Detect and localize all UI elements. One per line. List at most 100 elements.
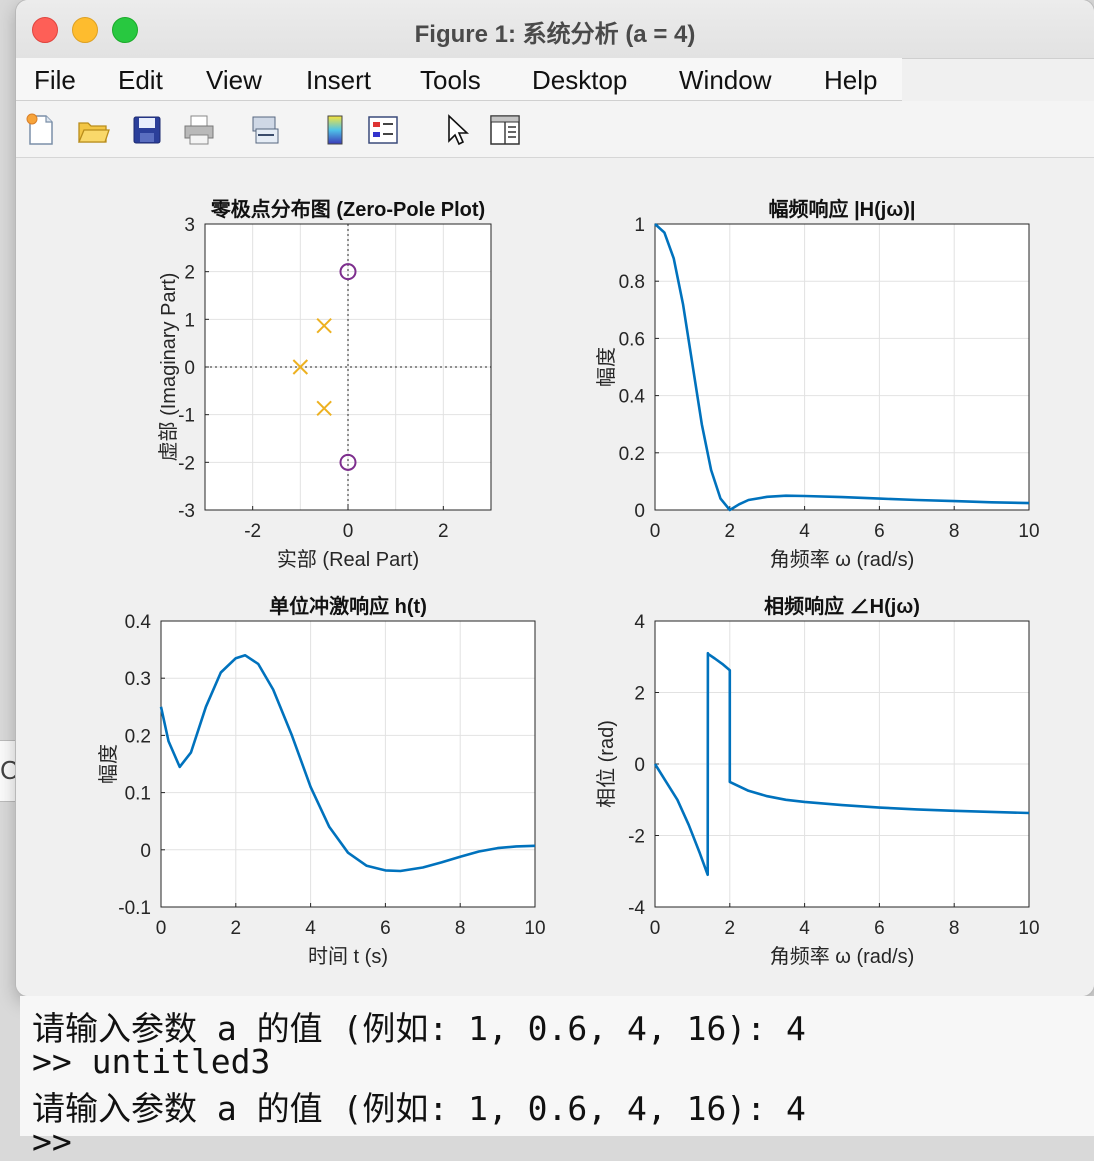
y-tick-label: 0.2 — [619, 444, 645, 465]
minimize-button[interactable] — [72, 17, 98, 43]
y-tick-label: -3 — [178, 501, 195, 522]
x-tick-label: 2 — [725, 918, 736, 939]
y-tick-label: 0 — [140, 841, 151, 862]
x-tick-label: 6 — [874, 918, 885, 939]
zoom-button[interactable] — [112, 17, 138, 43]
menu-edit[interactable]: Edit — [118, 65, 163, 95]
axes-title: 单位冲激响应 h(t) — [269, 594, 427, 618]
y-axis-label: 相位 (rad) — [595, 720, 618, 808]
y-tick-label: 0.3 — [125, 669, 151, 690]
axes-frame — [654, 223, 1030, 511]
pole-marker — [316, 400, 332, 416]
y-axis-label: 幅度 — [97, 744, 120, 784]
x-tick-label: 8 — [949, 918, 960, 939]
x-tick-label: 4 — [799, 521, 810, 542]
print-icon[interactable] — [182, 113, 216, 147]
menu-file[interactable]: File — [34, 65, 76, 95]
y-tick-label: 1 — [634, 215, 645, 236]
console-prompt[interactable]: >> — [32, 1122, 72, 1161]
axes-background — [655, 224, 1029, 510]
y-tick-label: 1 — [184, 310, 195, 331]
axes-2 — [654, 223, 1030, 512]
y-tick-label: -2 — [178, 453, 195, 474]
pole-marker — [292, 359, 309, 375]
y-axis-label: 虚部 (Imaginary Part) — [157, 273, 180, 462]
zero-marker — [339, 453, 357, 471]
x-tick-label: 10 — [524, 918, 545, 939]
axes-3 — [159, 620, 536, 908]
y-tick-label: 0.1 — [125, 784, 151, 805]
x-tick-label: 10 — [1018, 521, 1039, 542]
command-window[interactable]: 请输入参数 a 的值 (例如: 1, 0.6, 4, 16): 4 >> unt… — [20, 996, 1094, 1161]
pole-marker — [316, 318, 332, 334]
y-tick-label: -2 — [628, 827, 645, 848]
menu-desktop[interactable]: Desktop — [532, 65, 628, 95]
series-line — [653, 651, 1030, 877]
y-tick-label: 0 — [634, 755, 645, 776]
menu-bar: File Edit View Insert Tools Desktop Wind… — [16, 58, 902, 101]
axes-1 — [204, 223, 492, 511]
y-tick-label: 2 — [634, 684, 645, 705]
y-tick-label: 0.4 — [619, 387, 646, 408]
y-tick-label: 3 — [184, 215, 195, 236]
y-tick-label: -1 — [178, 406, 195, 427]
y-tick-label: -4 — [628, 898, 645, 919]
console-line: 请输入参数 a 的值 (例如: 1, 0.6, 4, 16): 4 — [32, 1009, 806, 1048]
link-icon[interactable] — [248, 113, 282, 147]
pointer-icon[interactable] — [440, 113, 474, 147]
save-icon[interactable] — [130, 113, 164, 147]
series-line — [654, 223, 1030, 512]
y-tick-label: 4 — [634, 612, 645, 633]
window-title: Figure 1: 系统分析 (a = 4) — [414, 21, 696, 48]
menu-help[interactable]: Help — [824, 65, 878, 95]
x-tick-label: -2 — [244, 521, 261, 542]
x-tick-label: 8 — [949, 521, 960, 542]
toolbar — [16, 101, 1094, 158]
y-tick-label: 0.2 — [125, 726, 151, 747]
y-tick-label: 0 — [184, 358, 195, 379]
x-tick-label: 2 — [725, 521, 736, 542]
x-tick-label: 4 — [799, 918, 810, 939]
series-line — [159, 654, 536, 873]
console-line: >> untitled3 — [32, 1042, 271, 1081]
legend-icon[interactable] — [366, 113, 400, 147]
x-axis-label: 角频率 ω (rad/s) — [770, 548, 915, 571]
axes-title: 相频响应 ∠H(jω) — [764, 594, 920, 618]
console-line: 请输入参数 a 的值 (例如: 1, 0.6, 4, 16): 4 — [32, 1089, 806, 1128]
x-tick-label: 10 — [1018, 918, 1039, 939]
figure-canvas: -2 0 2 3 2 1 0 -1 -2 -3 零极点分布图 (Zero-Pole Plot) 实部 … — [16, 158, 1094, 996]
close-button[interactable] — [32, 17, 58, 43]
x-tick-label: 8 — [455, 918, 466, 939]
axes-background — [161, 621, 535, 907]
menu-tools[interactable]: Tools — [420, 65, 481, 95]
menu-view[interactable]: View — [206, 65, 262, 95]
y-tick-label: 0 — [634, 501, 645, 522]
axes-frame — [160, 620, 536, 908]
y-tick-label: 0.4 — [125, 612, 152, 633]
colorbar-icon[interactable] — [318, 113, 352, 147]
axes-4 — [653, 620, 1030, 908]
x-axis-label: 时间 t (s) — [308, 945, 388, 968]
y-tick-label: 0.6 — [619, 329, 645, 350]
x-tick-label: 6 — [380, 918, 391, 939]
menu-insert[interactable]: Insert — [306, 65, 372, 95]
y-tick-label: -0.1 — [118, 898, 151, 919]
x-tick-label: 2 — [438, 521, 449, 542]
property-panel-icon[interactable] — [488, 113, 522, 147]
x-tick-label: 0 — [650, 918, 661, 939]
x-axis-label: 角频率 ω (rad/s) — [770, 945, 915, 968]
figure-window: Figure 1: 系统分析 (a = 4) File Edit View In… — [16, 0, 1094, 996]
y-tick-label: 0.8 — [619, 272, 645, 293]
x-tick-label: 0 — [343, 521, 354, 542]
x-tick-label: 6 — [874, 521, 885, 542]
x-tick-label: 0 — [650, 521, 661, 542]
axes-title: 零极点分布图 (Zero-Pole Plot) — [210, 197, 485, 221]
open-file-icon[interactable] — [76, 113, 110, 147]
axes-title: 幅频响应 |H(jω)| — [769, 197, 916, 221]
x-tick-label: 2 — [231, 918, 242, 939]
x-tick-label: 0 — [156, 918, 167, 939]
new-figure-icon[interactable] — [24, 113, 58, 147]
menu-window[interactable]: Window — [679, 65, 772, 95]
title-bar[interactable]: Figure 1: 系统分析 (a = 4) — [16, 0, 1094, 59]
